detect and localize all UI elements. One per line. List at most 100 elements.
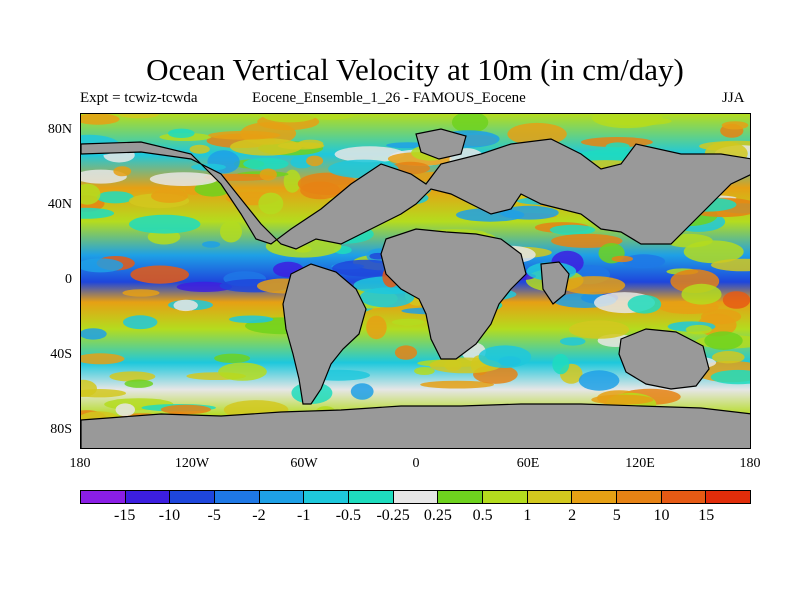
land-mass: [282, 263, 367, 405]
colorbar-tick-label: 0.5: [472, 507, 493, 524]
colorbar-swatch: [259, 491, 305, 503]
velocity-patch: [391, 318, 425, 326]
velocity-patch: [605, 142, 630, 151]
velocity-patch: [96, 191, 134, 204]
velocity-patch: [394, 345, 418, 360]
lat-label-80n: 80N: [47, 122, 72, 137]
velocity-patch: [359, 287, 415, 308]
velocity-patch: [683, 240, 744, 264]
velocity-patch: [568, 320, 630, 339]
map-panel: [80, 113, 751, 449]
velocity-patch: [81, 328, 107, 340]
lat-label-40n: 40N: [47, 197, 72, 212]
velocity-patch: [81, 114, 120, 125]
colorbar-tick-label: -2: [252, 507, 266, 524]
lon-label-0: 0: [412, 456, 420, 471]
velocity-patch: [420, 380, 494, 389]
velocity-patch: [123, 315, 158, 330]
colorbar-tick-label: 1: [523, 507, 532, 524]
colorbar-swatch: [483, 491, 528, 503]
experiment-label: Expt = tcwiz-tcwda: [80, 90, 198, 106]
velocity-patch: [334, 146, 405, 163]
velocity-patch: [552, 353, 570, 375]
velocity-patch: [109, 371, 156, 382]
colorbar-swatch: [393, 491, 439, 503]
colorbar-swatch: [572, 491, 618, 503]
velocity-patch: [81, 258, 124, 273]
velocity-patch: [350, 383, 374, 400]
velocity-patch: [561, 276, 626, 295]
velocity-patch: [366, 315, 387, 340]
colorbar-tick-label: -15: [114, 507, 136, 524]
velocity-patch: [218, 362, 267, 381]
velocity-patch: [220, 220, 242, 243]
velocity-map: [81, 114, 750, 448]
velocity-patch: [578, 370, 620, 391]
land-masses: [81, 128, 750, 448]
land-mass: [618, 328, 710, 390]
velocity-patch: [611, 255, 633, 263]
lon-label-60w: 60W: [290, 456, 318, 471]
velocity-patch: [306, 155, 324, 167]
velocity-patch: [592, 114, 663, 129]
velocity-patch: [168, 128, 195, 138]
colorbar-swatch: [170, 491, 216, 503]
lon-label-120e: 120E: [625, 456, 655, 471]
land-mass: [81, 403, 750, 448]
colorbar-swatch: [81, 491, 126, 503]
velocity-patch: [451, 114, 489, 134]
velocity-patch: [259, 168, 277, 181]
colorbar-swatch: [661, 491, 707, 503]
velocity-patch: [81, 353, 125, 365]
colorbar-swatch: [706, 491, 751, 503]
colorbar-tick-label: -0.5: [335, 507, 362, 524]
season-label: JJA: [722, 90, 745, 106]
colorbar-swatch: [617, 491, 662, 503]
velocity-patch: [704, 331, 743, 350]
velocity-patch: [208, 130, 281, 140]
page-title: Ocean Vertical Velocity at 10m (in cm/da…: [146, 52, 684, 87]
velocity-patch: [297, 139, 324, 149]
velocity-patch: [681, 283, 722, 305]
velocity-patch: [685, 324, 712, 335]
colorbar-tick-label: -1: [296, 507, 311, 524]
velocity-patch: [712, 351, 745, 364]
velocity-patch: [115, 403, 135, 417]
colorbar-tick-label: -5: [207, 507, 221, 524]
lon-label-60e: 60E: [516, 456, 540, 471]
velocity-patch: [81, 389, 126, 398]
colorbar-swatch: [215, 491, 260, 503]
velocity-patch: [622, 254, 666, 269]
velocity-patch: [721, 121, 749, 130]
velocity-patch: [129, 214, 201, 234]
colorbar-tick-label: 0.25: [423, 507, 452, 524]
land-mass: [81, 138, 750, 250]
colorbar-tick-label: 15: [698, 507, 715, 524]
velocity-patch: [122, 289, 160, 297]
velocity-patch: [113, 166, 132, 177]
colorbar-swatch: [527, 491, 573, 503]
velocity-patch: [551, 233, 623, 248]
velocity-patch: [258, 192, 284, 215]
velocity-patch: [124, 379, 154, 388]
velocity-patch: [202, 241, 221, 248]
lon-label-120w: 120W: [174, 456, 210, 471]
colorbar: [80, 490, 751, 504]
velocity-patch: [176, 281, 233, 292]
colorbar-swatch: [349, 491, 394, 503]
colorbar-tick-label: 10: [653, 507, 670, 524]
velocity-patch: [283, 169, 301, 193]
velocity-patch: [262, 114, 318, 123]
lon-label-180e: 180: [739, 456, 761, 471]
velocity-patch: [230, 138, 302, 156]
lat-label-80s: 80S: [50, 422, 72, 437]
velocity-patch: [81, 207, 115, 219]
land-mass: [540, 261, 570, 305]
velocity-patch: [173, 299, 198, 312]
velocity-patch: [499, 205, 559, 220]
velocity-patch: [591, 394, 654, 405]
land-mass: [415, 128, 467, 160]
velocity-patch: [81, 183, 101, 205]
colorbar-swatch: [125, 491, 171, 503]
velocity-patch: [414, 367, 435, 375]
